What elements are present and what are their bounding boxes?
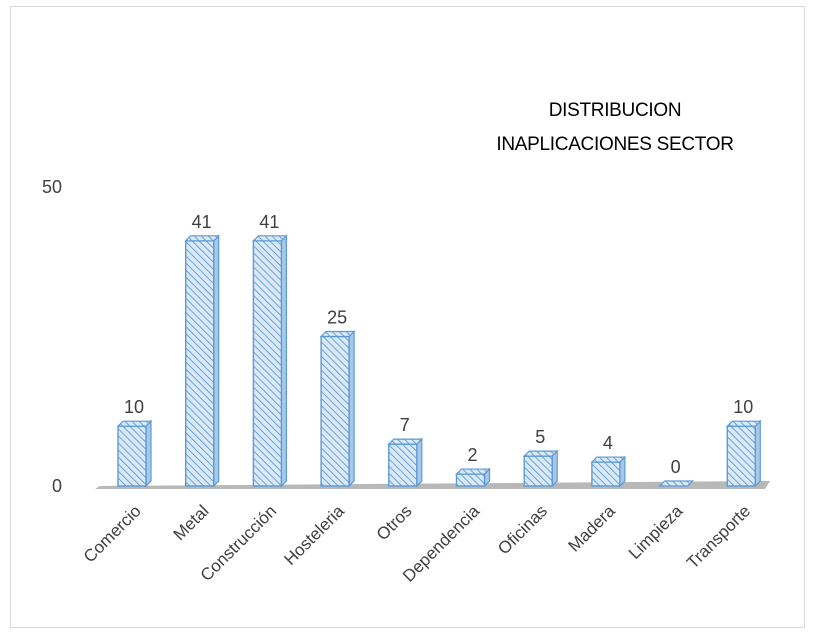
bar [455,467,491,488]
data-label: 41 [192,212,212,232]
data-label: 0 [671,457,681,477]
y-tick-label: 0 [52,476,62,496]
data-label: 5 [535,427,545,447]
data-label: 41 [259,212,279,232]
data-label: 7 [400,415,410,435]
bar [184,234,221,488]
x-tick-label: Hosteleria [280,501,348,569]
y-tick-label: 50 [42,177,62,197]
x-tick-label: Metal [170,501,213,544]
bar [116,419,153,488]
chart-title-line-2: INAPLICACIONES SECTOR [496,134,734,155]
chart-frame [10,6,805,628]
data-label: 4 [603,433,613,453]
x-tick-label: Otros [373,501,416,544]
bar [590,455,627,488]
x-tick-label: Limpieza [625,501,687,563]
bar [251,234,288,488]
chart-title-line-1: DISTRIBUCION [548,100,682,121]
data-label: 2 [467,445,477,465]
bar [658,480,695,487]
x-tick-label: Oficinas [494,501,551,558]
x-tick-label: Transporte [683,501,754,572]
bar [387,437,424,488]
x-tick-label: Comercio [80,501,145,566]
data-label: 10 [124,397,144,417]
bar [319,330,356,488]
x-tick-label: Madera [565,501,620,556]
bar [725,419,762,488]
bar [522,449,559,488]
data-label: 25 [327,308,347,328]
data-label: 10 [733,397,753,417]
